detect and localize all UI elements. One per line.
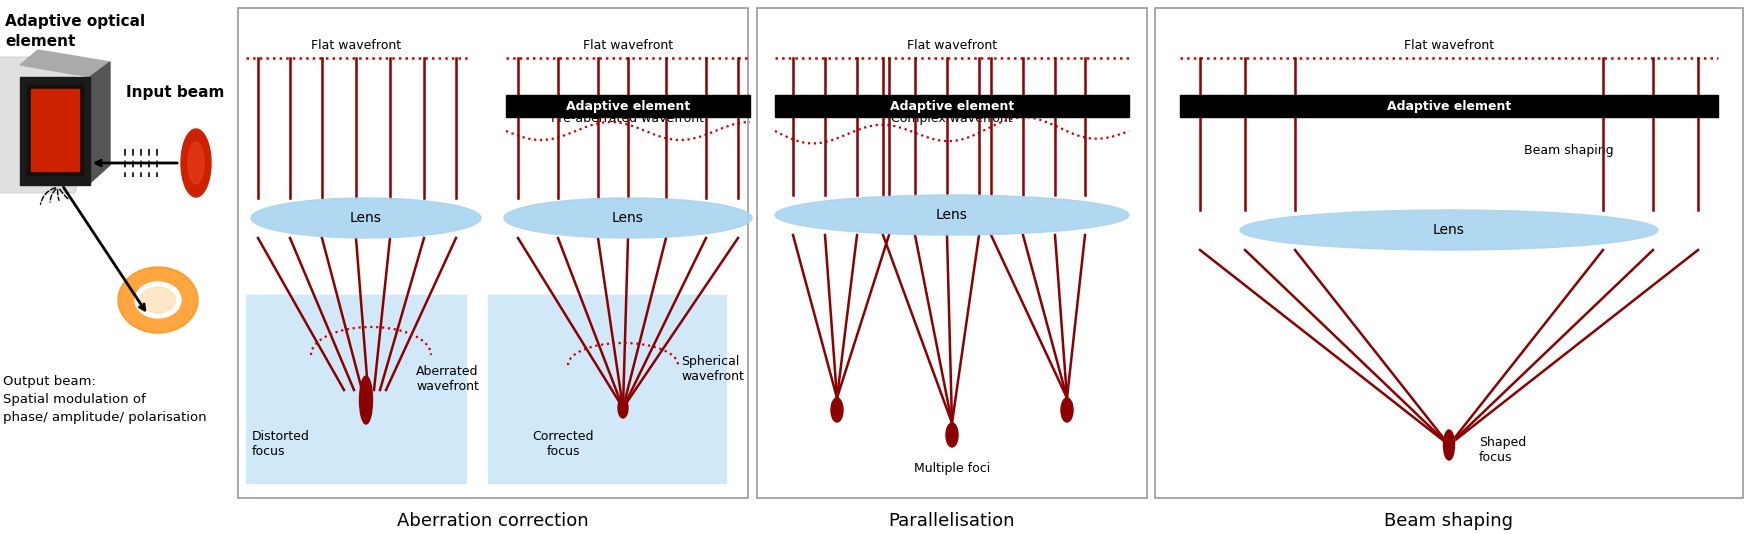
Bar [505, 95, 750, 117]
Bar [246, 295, 465, 483]
Bar [26, 85, 82, 175]
Ellipse shape [946, 423, 958, 447]
Bar [757, 8, 1147, 498]
Text: Spherical
wavefront: Spherical wavefront [680, 355, 743, 383]
Ellipse shape [140, 287, 175, 313]
Polygon shape [89, 62, 110, 183]
Bar [19, 77, 89, 185]
Bar [488, 295, 725, 483]
Text: Corrected
focus: Corrected focus [531, 430, 593, 458]
Text: Beam shaping: Beam shaping [1384, 512, 1512, 530]
Text: Parallelisation: Parallelisation [888, 512, 1014, 530]
Bar [774, 95, 1129, 117]
Text: Input beam: Input beam [126, 85, 224, 100]
Ellipse shape [187, 142, 205, 184]
Ellipse shape [180, 129, 212, 197]
Text: Flat wavefront: Flat wavefront [1404, 39, 1493, 52]
Ellipse shape [774, 195, 1129, 235]
Text: Flat wavefront: Flat wavefront [582, 39, 673, 52]
Ellipse shape [360, 376, 372, 424]
Ellipse shape [135, 282, 180, 318]
Bar [1154, 8, 1743, 498]
Text: Adaptive optical: Adaptive optical [5, 14, 145, 29]
Text: Complex wavefront: Complex wavefront [891, 112, 1012, 125]
Text: Pre-aberrated wavefront: Pre-aberrated wavefront [551, 112, 704, 125]
Text: Beam shaping: Beam shaping [1523, 144, 1613, 156]
Text: Lens: Lens [612, 211, 643, 225]
Text: Flat wavefront: Flat wavefront [907, 39, 996, 52]
Text: Distorted
focus: Distorted focus [252, 430, 309, 458]
Text: Aberrated
wavefront: Aberrated wavefront [416, 365, 479, 393]
Ellipse shape [117, 267, 198, 333]
Polygon shape [19, 50, 110, 77]
Text: Shaped
focus: Shaped focus [1479, 436, 1526, 464]
Text: Adaptive element: Adaptive element [1386, 99, 1510, 113]
Ellipse shape [830, 398, 843, 422]
Ellipse shape [617, 398, 628, 418]
Ellipse shape [1239, 210, 1657, 250]
Ellipse shape [252, 198, 481, 238]
Text: Lens: Lens [1432, 223, 1465, 237]
Ellipse shape [1061, 398, 1072, 422]
FancyBboxPatch shape [0, 57, 75, 193]
Text: Lens: Lens [935, 208, 967, 222]
Bar [1180, 95, 1717, 117]
Bar [31, 89, 79, 171]
Bar [238, 8, 748, 498]
Text: Adaptive element: Adaptive element [890, 99, 1014, 113]
Text: Output beam:
Spatial modulation of
phase/ amplitude/ polarisation: Output beam: Spatial modulation of phase… [3, 375, 206, 424]
Ellipse shape [503, 198, 752, 238]
Text: Adaptive element: Adaptive element [566, 99, 690, 113]
Text: Multiple foci: Multiple foci [914, 462, 989, 475]
Ellipse shape [1442, 430, 1454, 460]
Text: Aberration correction: Aberration correction [397, 512, 589, 530]
Text: Flat wavefront: Flat wavefront [311, 39, 400, 52]
Text: Lens: Lens [350, 211, 381, 225]
Text: element: element [5, 34, 75, 49]
